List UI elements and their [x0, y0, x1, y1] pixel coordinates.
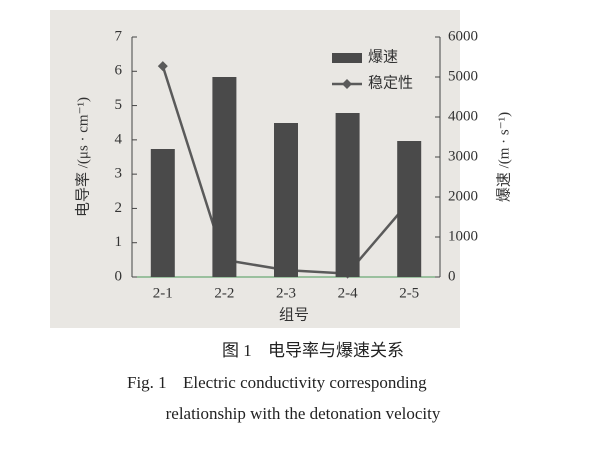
y-tick-label: 4 — [115, 131, 123, 147]
y-tick-label: 6 — [115, 63, 123, 79]
bar — [397, 141, 422, 277]
x-tick-label: 2-1 — [153, 285, 173, 301]
photo-background — [50, 10, 460, 328]
caption: Electric conductivity corresponding — [183, 373, 427, 392]
legend-swatch — [342, 79, 352, 89]
y2-tick-label: 6000 — [448, 28, 478, 44]
bar — [150, 149, 175, 277]
bar — [274, 123, 298, 277]
legend-label: 爆速 — [368, 48, 398, 65]
caption: 电导率与爆速关系 — [268, 341, 404, 360]
y-tick-label: 3 — [115, 166, 123, 182]
bar — [212, 77, 237, 277]
caption-label: 图 1 — [222, 341, 252, 360]
y-tick-label: 2 — [115, 200, 123, 216]
y-tick-label: 7 — [115, 28, 123, 44]
legend-label: 稳定性 — [368, 74, 413, 91]
caption: relationship with the detonation velocit… — [166, 404, 441, 423]
x-axis-label: 组号 — [279, 306, 309, 323]
x-tick-label: 2-3 — [276, 285, 296, 301]
x-tick-label: 2-2 — [214, 285, 234, 301]
y2-tick-label: 0 — [448, 268, 456, 284]
marker — [157, 61, 168, 72]
y2-tick-label: 2000 — [448, 188, 478, 204]
y2-tick-label: 1000 — [448, 228, 478, 244]
y2-tick-label: 3000 — [448, 148, 478, 164]
y-tick-label: 5 — [115, 97, 123, 113]
y-tick-label: 0 — [115, 268, 123, 284]
x-tick-label: 2-5 — [399, 285, 419, 301]
caption-label: Fig. 1 — [127, 373, 167, 392]
y2-tick-label: 5000 — [448, 68, 478, 84]
y2-tick-label: 4000 — [448, 108, 478, 124]
y2-axis-label: 爆速 /(m · s⁻¹) — [495, 112, 512, 202]
bar — [335, 113, 360, 277]
x-tick-label: 2-4 — [338, 285, 358, 301]
y-axis-label: 电导率 /(μs · cm⁻¹) — [74, 97, 91, 217]
legend-swatch — [332, 53, 362, 63]
y-tick-label: 1 — [115, 234, 123, 250]
